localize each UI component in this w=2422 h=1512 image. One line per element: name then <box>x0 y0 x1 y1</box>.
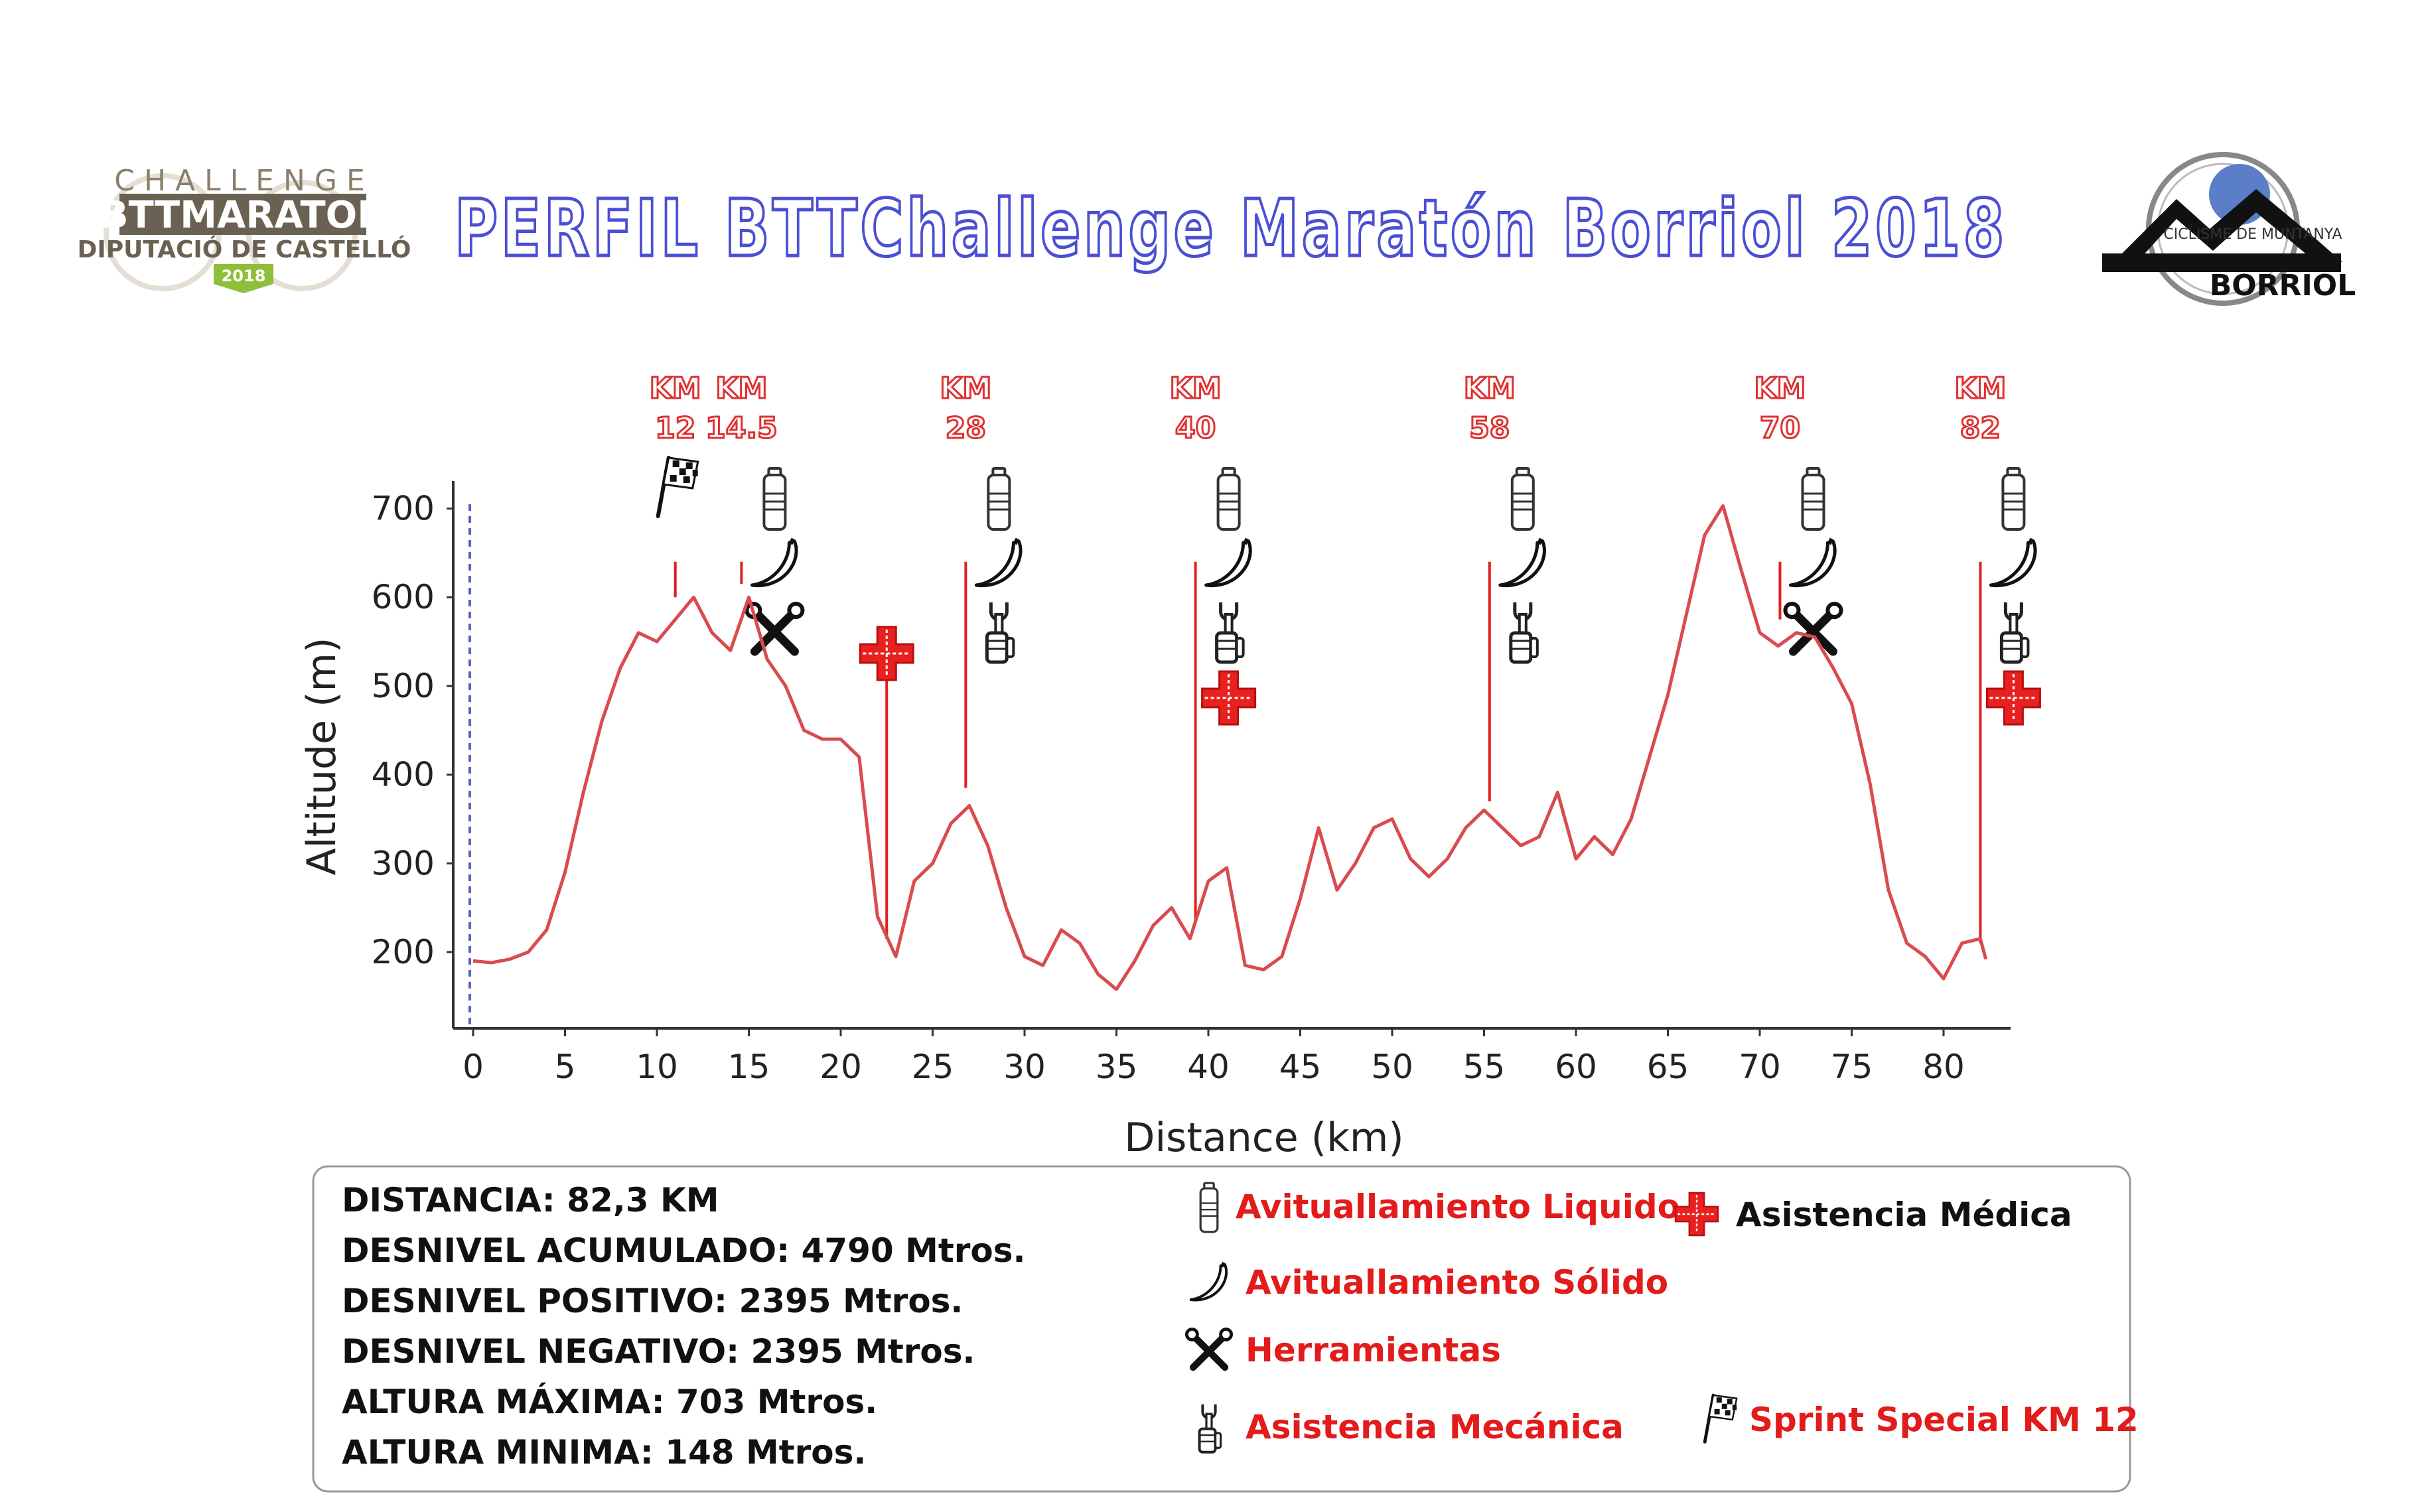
challenge-logo-line2: BTTMARATON <box>100 194 388 237</box>
y-tick-label: 600 <box>372 578 435 616</box>
legend-label: Herramientas <box>1246 1331 1501 1369</box>
cross-icon <box>1985 670 2041 726</box>
y-tick-label: 500 <box>372 667 435 705</box>
bottle-icon <box>2001 467 2026 531</box>
x-tick-label: 70 <box>1739 1048 1781 1086</box>
legend-item: Asistencia Mecánica <box>1200 1405 1624 1452</box>
stat-line: ALTURA MÁXIMA: 703 Mtros. <box>342 1382 877 1421</box>
borriol-logo-name: BORRIOL <box>2210 269 2356 303</box>
y-tick-label: 400 <box>372 756 435 794</box>
page-title: PERFIL BTTChallenge Maratón Borriol 2018 <box>455 182 2007 274</box>
challenge-logo: CHALLENGE BTTMARATON DIPUTACIÓ DE CASTEL… <box>77 164 411 293</box>
x-tick-label: 30 <box>1003 1048 1046 1086</box>
y-tick-label: 700 <box>372 490 435 528</box>
banana-icon <box>976 539 1021 586</box>
legend-label: Sprint Special KM 12 <box>1749 1401 2139 1439</box>
y-tick-label: 300 <box>372 844 435 882</box>
mechanic-icon <box>987 602 1013 662</box>
banana-icon <box>1790 539 1835 586</box>
marker-km-label: KM 82 <box>1954 372 2006 445</box>
mechanic-icon <box>1217 602 1244 662</box>
x-tick-label: 80 <box>1922 1048 1965 1086</box>
cross-icon <box>1201 670 1257 726</box>
challenge-logo-badge: 2018 <box>222 267 266 285</box>
x-tick-label: 75 <box>1831 1048 1873 1086</box>
mechanic-icon <box>1511 602 1537 662</box>
x-tick-label: 0 <box>463 1048 484 1086</box>
legend-item: Avituallamiento Sólido <box>1191 1263 1668 1302</box>
marker-km-label: KM 70 <box>1754 372 1806 445</box>
legend-item: Herramientas <box>1186 1329 1501 1369</box>
marker-km-label: KM 58 <box>1464 372 1516 445</box>
legend-item: Avituallamiento Liquido <box>1199 1182 1680 1233</box>
tools-icon <box>747 604 802 652</box>
x-tick-label: 50 <box>1371 1048 1413 1086</box>
marker-km-label: KM 28 <box>940 372 991 445</box>
elevation-profile-line <box>472 504 1988 991</box>
y-tick-label: 200 <box>372 933 435 971</box>
legend-item: Asistencia Médica <box>1674 1192 2072 1237</box>
banana-icon <box>1991 539 2035 586</box>
banana-icon <box>752 539 796 586</box>
stats-list: DISTANCIA: 82,3 KM DESNIVEL ACUMULADO: 47… <box>342 1181 1026 1472</box>
x-tick-label: 10 <box>636 1048 678 1086</box>
x-axis-label: Distance (km) <box>1124 1115 1403 1161</box>
elevation-chart: 200 300 400 500 600 700 0 5 10 15 20 25 30 35 40 45 50 5… <box>299 371 2041 1161</box>
legend-label: Avituallamiento Liquido <box>1236 1188 1680 1226</box>
borriol-club-logo: CICLISME DE MUNTANYA BORRIOL <box>2102 152 2356 306</box>
tools-icon <box>1785 604 1841 652</box>
x-tick-label: 40 <box>1187 1048 1230 1086</box>
y-axis-label: Altitude (m) <box>299 638 345 876</box>
x-tick-label: 60 <box>1555 1048 1597 1086</box>
bottle-icon <box>987 467 1011 531</box>
legend-label: Avituallamiento Sólido <box>1246 1263 1668 1302</box>
bottle-icon <box>762 467 787 531</box>
challenge-logo-line3: DIPUTACIÓ DE CASTELLÓ <box>77 236 411 263</box>
challenge-logo-line1: CHALLENGE <box>114 164 374 198</box>
banana-icon <box>1500 539 1545 586</box>
x-tick-label: 15 <box>728 1048 770 1086</box>
legend-label: Asistencia Médica <box>1736 1196 2072 1234</box>
bottle-icon <box>1216 467 1241 531</box>
bottle-icon <box>1801 467 1825 531</box>
legend-label: Asistencia Mecánica <box>1246 1408 1624 1446</box>
x-tick-label: 20 <box>819 1048 862 1086</box>
x-tick-label: 35 <box>1096 1048 1138 1086</box>
legend: Avituallamiento Liquido Asistencia Médica… <box>1186 1182 2139 1452</box>
x-tick-label: 45 <box>1279 1048 1322 1086</box>
stat-line: DESNIVEL NEGATIVO: 2395 Mtros. <box>342 1332 975 1371</box>
stat-line: DESNIVEL ACUMULADO: 4790 Mtros. <box>342 1231 1026 1270</box>
banana-icon <box>1206 539 1251 586</box>
marker-km-label: KM 14.5 <box>705 372 778 445</box>
legend-item: Sprint Special KM 12 <box>1705 1395 2139 1442</box>
borriol-logo-ring-text: CICLISME DE MUNTANYA <box>2163 226 2342 243</box>
flag-icon <box>658 458 698 516</box>
marker-km-label: KM 12 <box>650 372 701 445</box>
stat-line: ALTURA MINIMA: 148 Mtros. <box>342 1433 866 1472</box>
x-tick-label: 25 <box>912 1048 954 1086</box>
x-tick-label: 65 <box>1647 1048 1689 1086</box>
marker-km-label: KM 40 <box>1170 372 1222 445</box>
info-box-frame <box>312 1165 2131 1493</box>
bottle-icon <box>1199 1182 1219 1233</box>
mechanic-icon <box>2001 602 2028 662</box>
info-box: DISTANCIA: 82,3 KM DESNIVEL ACUMULADO: 47… <box>312 1165 2139 1493</box>
cross-icon <box>859 626 914 681</box>
x-tick-label: 5 <box>555 1048 576 1086</box>
stat-line: DESNIVEL POSITIVO: 2395 Mtros. <box>342 1282 963 1320</box>
bottle-icon <box>1510 467 1535 531</box>
stat-line: DISTANCIA: 82,3 KM <box>342 1181 719 1219</box>
x-tick-label: 55 <box>1463 1048 1506 1086</box>
